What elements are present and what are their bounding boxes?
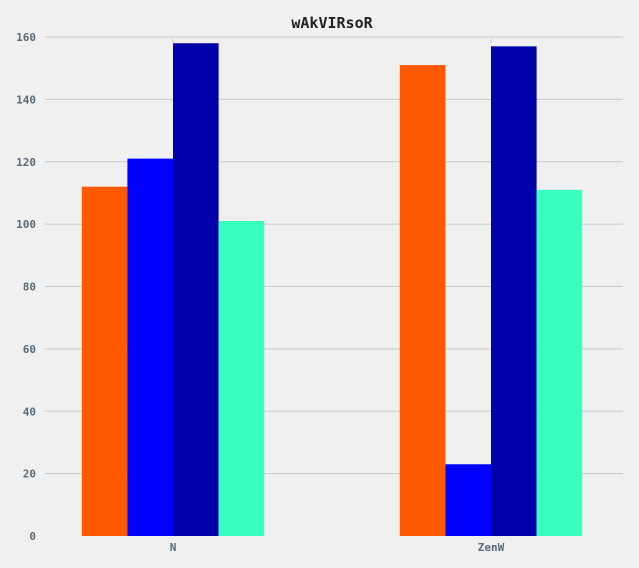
bar <box>536 189 583 536</box>
y-tick-label: 100 <box>16 218 36 231</box>
chart-title: wAkVIRsoR <box>291 14 373 32</box>
y-tick-label: 40 <box>23 405 36 418</box>
y-tick-label: 0 <box>29 530 36 543</box>
x-tick-label: ZenW <box>478 541 505 554</box>
x-tick-label: N <box>170 541 177 554</box>
y-tick-label: 120 <box>16 156 36 169</box>
bar <box>218 221 265 536</box>
bars <box>81 43 583 537</box>
x-axis-ticks: N ZenW <box>170 541 505 554</box>
y-tick-label: 60 <box>23 343 36 356</box>
y-tick-label: 80 <box>23 281 36 294</box>
y-axis-ticks: 0 20 40 60 80 100 120 140 160 <box>16 31 36 543</box>
bar <box>399 65 446 536</box>
y-tick-label: 140 <box>16 93 36 106</box>
y-tick-label: 160 <box>16 31 36 44</box>
bar <box>127 158 173 536</box>
bar <box>491 46 537 536</box>
y-tick-label: 20 <box>23 468 36 481</box>
bar <box>81 186 128 536</box>
bar <box>445 464 491 536</box>
bar <box>173 43 219 537</box>
